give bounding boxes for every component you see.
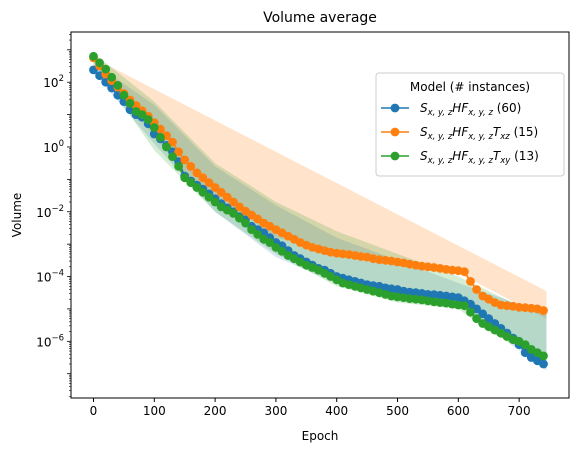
- data-point: [143, 115, 153, 124]
- x-tick-label: 600: [447, 404, 470, 418]
- data-point: [204, 192, 214, 202]
- data-point: [107, 72, 117, 82]
- y-tick-label: 10−2: [36, 204, 64, 220]
- legend-entry-label: Sx, y, zHFx, y, zTxy (13): [420, 149, 539, 166]
- data-point: [210, 197, 220, 207]
- data-point: [125, 98, 135, 108]
- x-axis-ticks: 0 100 200 300 400 500 600 700: [90, 398, 531, 418]
- legend-entry-label: Sx, y, zHFx, y, zTxz (15): [420, 125, 538, 142]
- data-point: [162, 142, 171, 152]
- data-point: [210, 183, 220, 192]
- x-tick-label: 500: [386, 404, 409, 418]
- data-point: [222, 192, 232, 202]
- data-point: [192, 183, 202, 192]
- y-axis-label: Volume: [10, 193, 24, 238]
- data-point: [192, 168, 202, 178]
- x-tick-label: 100: [143, 404, 166, 418]
- data-point: [149, 123, 159, 132]
- data-point: [180, 173, 190, 183]
- data-point: [198, 187, 208, 197]
- legend-entries: Sx, y, zHFx, y, z (60) Sx, y, zHFx, y, zT…: [381, 101, 539, 166]
- y-tick-label: 102: [43, 74, 64, 90]
- data-point: [539, 306, 548, 315]
- data-point: [174, 162, 184, 171]
- data-point: [229, 197, 238, 207]
- series-markers: [89, 51, 548, 369]
- data-point: [174, 147, 184, 157]
- x-tick-label: 700: [508, 404, 531, 418]
- legend-box: [375, 72, 565, 177]
- legend-entry-label: Sx, y, zHFx, y, z (60): [420, 101, 521, 118]
- data-point: [466, 307, 475, 317]
- y-tick-label: 10−6: [36, 333, 64, 349]
- chart-title: Volume average: [263, 10, 377, 26]
- data-point: [460, 301, 469, 311]
- y-tick-label: 100: [43, 139, 64, 155]
- y-axis-ticks: 102 100 10−2 10−4 10−6: [36, 34, 71, 397]
- x-tick-label: 300: [264, 404, 287, 418]
- data-point: [89, 51, 98, 61]
- data-point: [186, 178, 196, 188]
- x-axis-label: Epoch: [302, 429, 339, 443]
- legend-marker: [390, 103, 400, 113]
- data-point: [466, 277, 475, 286]
- data-point: [229, 209, 238, 218]
- x-tick-label: 0: [90, 404, 98, 418]
- x-tick-label: 200: [204, 404, 227, 418]
- data-point: [235, 213, 244, 223]
- data-point: [539, 359, 548, 369]
- data-point: [216, 187, 226, 197]
- data-point: [265, 238, 275, 247]
- x-tick-label: 400: [325, 404, 348, 418]
- series-band-3: [93, 53, 547, 361]
- data-point: [478, 309, 488, 319]
- data-point: [472, 285, 481, 294]
- data-point: [119, 90, 129, 100]
- data-point: [484, 314, 494, 323]
- data-point: [186, 162, 196, 171]
- data-point: [168, 137, 177, 147]
- legend-marker: [390, 127, 400, 137]
- data-point: [539, 351, 548, 361]
- data-point: [101, 64, 111, 74]
- legend: Model (# instances) Sx, y, zHFx, y, z (6…: [375, 72, 565, 177]
- data-point: [204, 178, 214, 188]
- data-point: [113, 81, 123, 90]
- data-point: [137, 110, 147, 119]
- data-point: [156, 132, 165, 142]
- data-point: [247, 225, 256, 235]
- data-point: [460, 267, 469, 277]
- y-tick-label: 10−4: [36, 269, 64, 285]
- data-point: [241, 218, 250, 228]
- data-point: [180, 155, 190, 165]
- data-point: [520, 340, 530, 349]
- data-point: [472, 314, 481, 323]
- legend-marker: [390, 151, 400, 161]
- series-band-1: [93, 57, 547, 319]
- data-point: [95, 58, 104, 68]
- legend-title: Model (# instances): [410, 80, 530, 94]
- data-point: [253, 230, 263, 239]
- data-point: [198, 173, 208, 183]
- data-point: [168, 152, 177, 162]
